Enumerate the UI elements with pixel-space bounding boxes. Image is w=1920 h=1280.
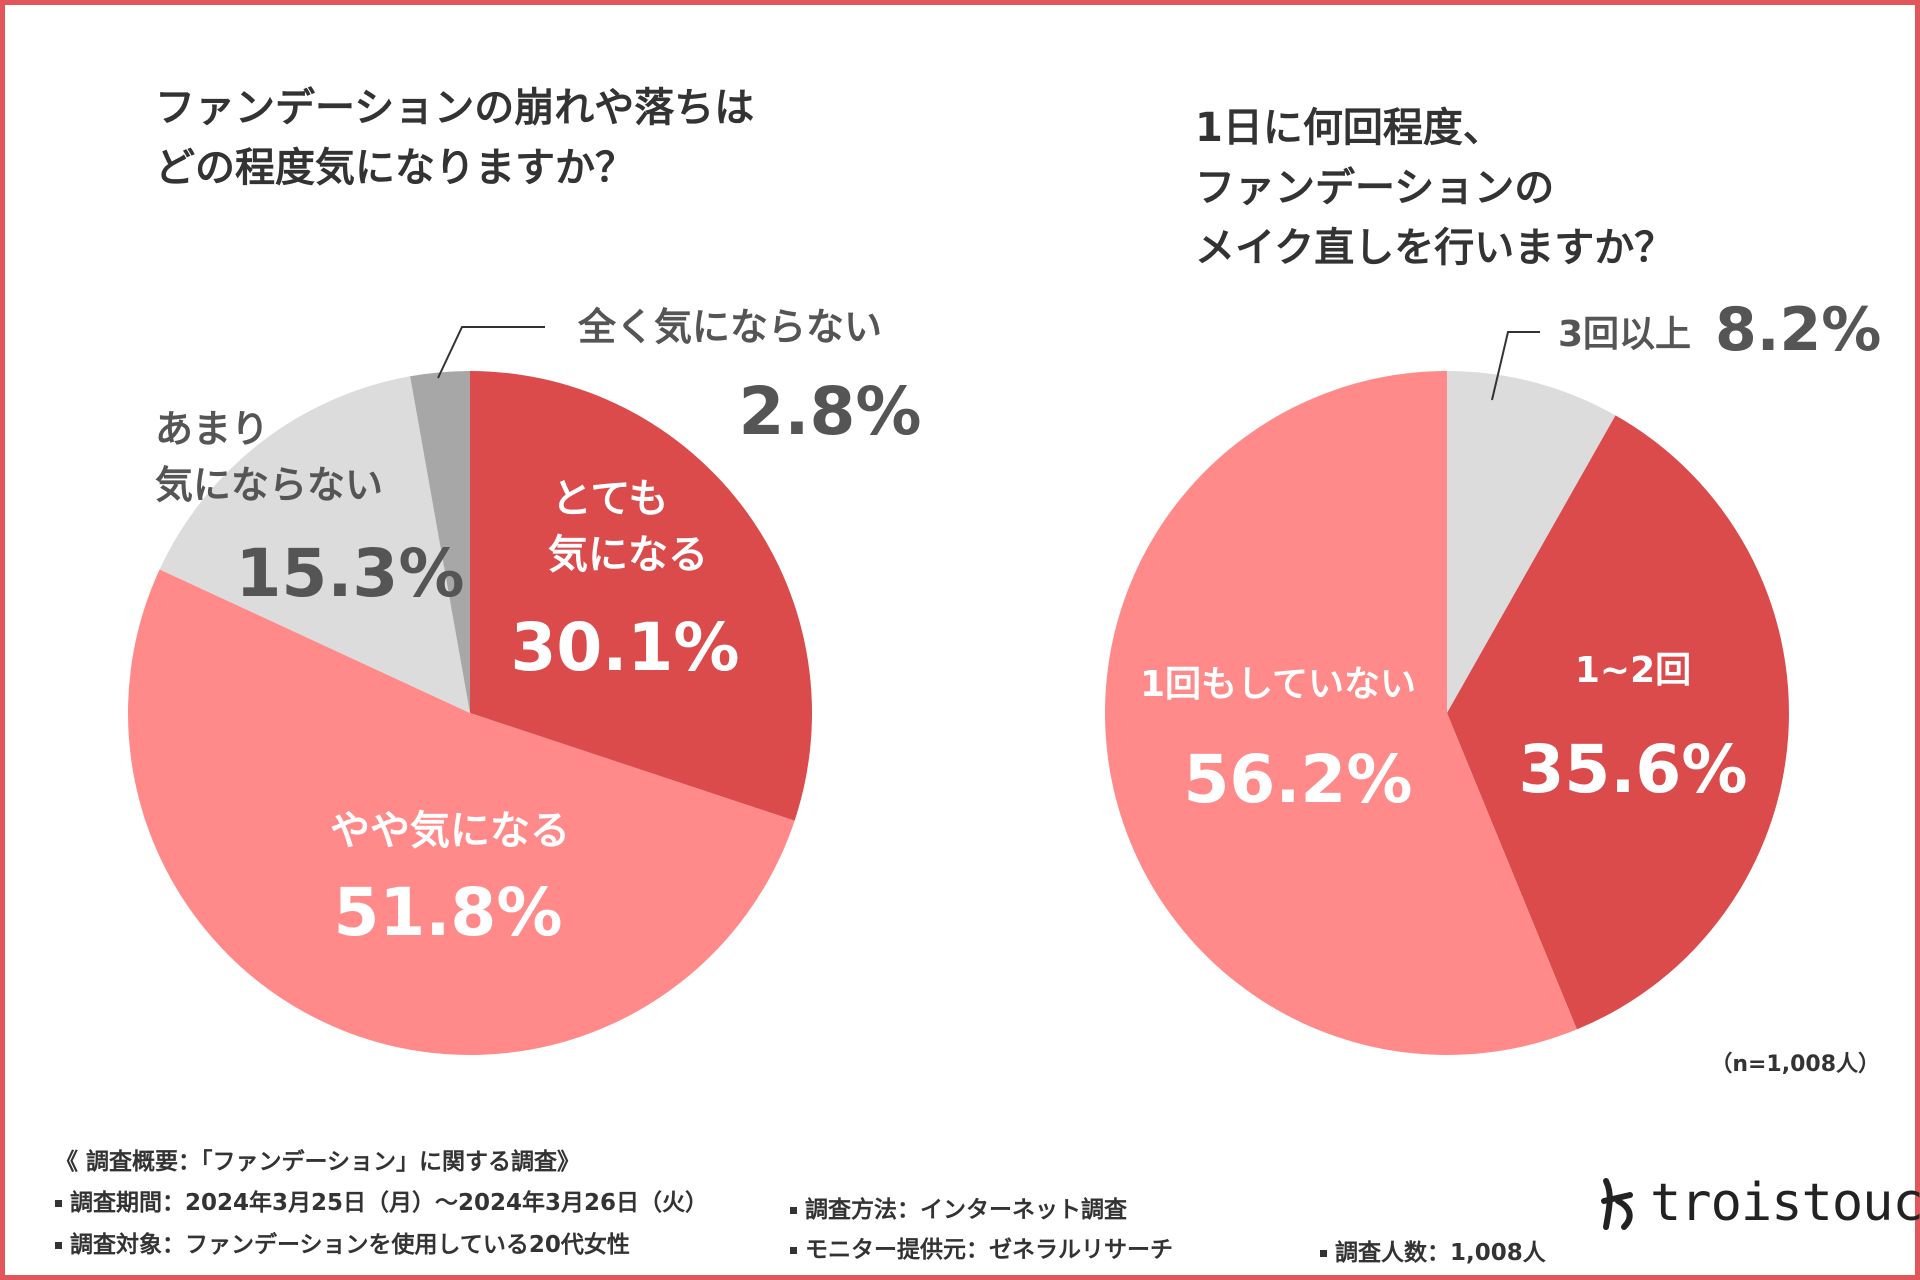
pie-2-slice-0	[1447, 371, 1616, 713]
slice-value-3-or-more: 8.2%	[1715, 295, 1881, 365]
chart-2-title-line: ファンデーションの	[1195, 165, 1555, 211]
slice-value-somewhat-concerned: 51.8%	[334, 874, 563, 951]
slice-value-very-concerned: 30.1%	[511, 609, 740, 686]
slice-label-not-at-all: 全く気にならない	[577, 305, 882, 349]
pie-1-slice-2	[159, 376, 470, 713]
chart-1-title-line: ファンデーションの崩れや落ちは	[155, 85, 755, 131]
survey-respondents: 調査人数：1,008人	[1320, 1233, 1546, 1267]
slice-label-1-2-times: 1~2回	[1575, 650, 1691, 691]
survey-target: 調査対象：ファンデーションを使用している20代女性	[55, 1225, 630, 1259]
slice-label-3-or-more: 3回以上	[1558, 314, 1691, 355]
slice-label-very-concerned: 気になる	[548, 532, 708, 578]
slice-label-not-very-concerned: 気にならない	[155, 463, 383, 507]
leader-line-not-at-all	[437, 326, 545, 379]
pie-1-slice-1	[128, 569, 795, 1055]
slice-value-not-very-concerned: 15.3%	[236, 535, 465, 612]
troistouch-mark-icon	[1601, 1178, 1633, 1230]
pie-chart-2	[1105, 371, 1789, 1055]
survey-period: 調査期間：2024年3月25日（月）～2024年3月26日（火）	[55, 1183, 708, 1217]
chart-1-title: ファンデーションの崩れや落ちは どの程度気になりますか？	[155, 78, 754, 198]
chart-2-title-line: メイク直しを行いますか？	[1195, 225, 1675, 271]
survey-method: 調査方法：インターネット調査	[790, 1190, 1127, 1224]
survey-provider: モニター提供元：ゼネラルリサーチ	[790, 1230, 1173, 1264]
slice-label-very-concerned: とても	[552, 476, 669, 522]
slice-label-somewhat-concerned: やや気になる	[330, 808, 570, 854]
brand-logo: troistouch	[1600, 1168, 1920, 1238]
chart-2-title: 1日に何回程度、 ファンデーションの メイク直しを行いますか？	[1195, 98, 1674, 278]
slice-value-not-at-all: 2.8%	[738, 373, 921, 450]
pie-2-slice-2	[1105, 371, 1577, 1055]
chart-1-title-line: どの程度気になりますか？	[155, 145, 635, 191]
slice-value-never: 56.2%	[1184, 741, 1413, 818]
pie-2-slice-1	[1447, 415, 1789, 1030]
sample-size-note: （n=1,008人）	[1710, 1052, 1880, 1077]
survey-summary-heading: 《 調査概要：「ファンデーション」に関する調査》	[55, 1149, 581, 1175]
logo-text: troistouch	[1650, 1173, 1920, 1233]
slice-label-never: 1回もしていない	[1140, 664, 1416, 705]
leader-line-3-or-more	[1491, 331, 1540, 401]
slice-label-not-very-concerned: あまり	[155, 407, 269, 451]
pie-1-slice-0	[470, 371, 813, 821]
slice-value-1-2-times: 35.6%	[1519, 731, 1748, 808]
chart-2-title-line: 1日に何回程度、	[1195, 105, 1503, 151]
pie-chart-1	[128, 371, 813, 1055]
pie-1-slice-3	[410, 371, 470, 713]
